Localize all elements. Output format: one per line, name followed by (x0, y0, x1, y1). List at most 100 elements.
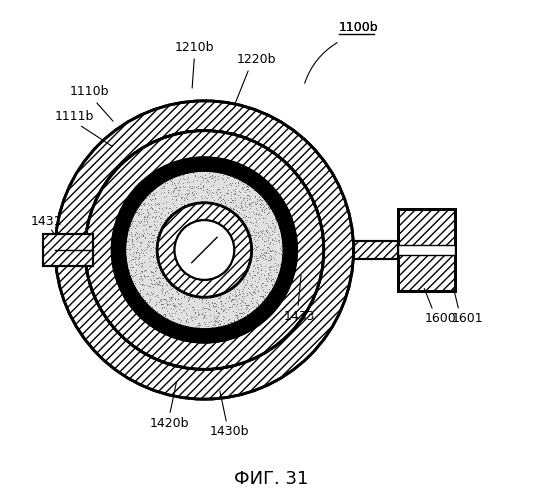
Point (108, 322, 116, 330)
Point (263, 270, 272, 278)
Text: 1210b: 1210b (174, 40, 214, 54)
Point (318, 262, 327, 270)
Point (186, 128, 195, 136)
Point (92, 194, 101, 202)
Point (163, 360, 172, 368)
Point (205, 198, 214, 206)
Point (115, 162, 123, 170)
Point (86, 280, 94, 288)
Point (313, 208, 321, 216)
Point (101, 180, 110, 188)
Point (227, 192, 236, 200)
Point (255, 253, 263, 261)
Point (137, 217, 146, 225)
Point (218, 322, 226, 330)
Point (314, 210, 323, 218)
Point (89, 202, 98, 210)
Point (182, 290, 191, 298)
Point (165, 204, 174, 212)
Point (135, 346, 144, 354)
Point (318, 228, 327, 236)
Point (197, 126, 206, 134)
Point (111, 326, 120, 334)
Point (248, 303, 256, 311)
Point (319, 240, 328, 248)
Point (91, 296, 100, 304)
Point (86, 212, 94, 220)
Point (198, 366, 207, 374)
Point (102, 313, 110, 321)
Point (106, 173, 115, 181)
Point (260, 349, 269, 357)
Point (118, 333, 127, 341)
Point (144, 290, 153, 298)
Point (316, 273, 325, 281)
Point (266, 263, 275, 271)
Point (285, 330, 293, 338)
Point (263, 144, 272, 152)
Point (231, 131, 240, 139)
Point (169, 305, 178, 313)
Point (81, 233, 90, 241)
Point (105, 318, 113, 326)
Point (207, 365, 216, 373)
Point (179, 128, 187, 136)
Point (285, 330, 293, 338)
Point (135, 346, 143, 354)
Point (262, 348, 270, 356)
Point (206, 365, 214, 373)
Point (313, 209, 322, 217)
Point (135, 204, 143, 212)
Point (143, 141, 152, 149)
Point (311, 202, 320, 210)
Point (137, 260, 146, 268)
Point (159, 200, 168, 207)
Point (262, 348, 271, 356)
Point (245, 229, 254, 237)
Point (198, 126, 206, 134)
Point (277, 155, 286, 163)
Point (167, 360, 175, 368)
Point (308, 195, 317, 203)
Point (88, 206, 97, 214)
Point (228, 196, 237, 204)
Point (217, 298, 225, 306)
Point (237, 202, 245, 209)
Point (225, 129, 233, 137)
Point (148, 232, 157, 239)
Point (177, 129, 186, 137)
Point (81, 240, 90, 248)
Point (311, 200, 319, 208)
Point (310, 292, 319, 300)
Bar (43, 234, 92, 266)
Point (99, 182, 108, 190)
Point (207, 171, 216, 179)
Point (124, 338, 133, 346)
Point (308, 297, 317, 305)
Point (140, 214, 148, 222)
Point (136, 262, 145, 270)
Point (173, 130, 182, 138)
Point (309, 198, 318, 206)
Point (83, 222, 92, 230)
Point (242, 202, 251, 210)
Point (203, 194, 212, 202)
Point (107, 172, 116, 179)
Point (211, 365, 220, 373)
Point (216, 304, 225, 312)
Point (181, 128, 190, 136)
Point (295, 318, 304, 326)
Point (234, 360, 243, 368)
Point (298, 178, 306, 186)
Point (245, 136, 254, 143)
Point (274, 340, 283, 347)
Point (291, 169, 300, 177)
Point (276, 338, 285, 346)
Point (127, 228, 136, 236)
Point (181, 364, 190, 372)
Point (115, 330, 124, 338)
Point (315, 278, 324, 286)
Point (318, 261, 327, 269)
Point (118, 333, 127, 341)
Point (248, 273, 256, 281)
